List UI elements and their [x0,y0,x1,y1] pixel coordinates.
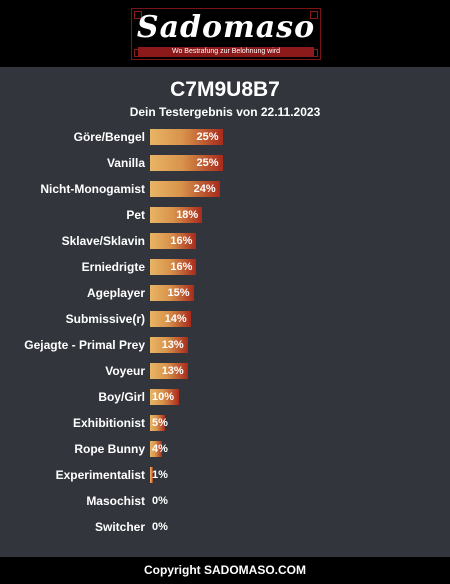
chart-value-label: 24% [193,183,216,195]
chart-bar [150,363,188,379]
site-header: Sadomaso Wo Bestrafung zur Belohnung wir… [0,0,450,67]
chart-row: Pet 18% [0,205,450,225]
chart-category-label: Nicht-Monogamist [40,182,145,196]
chart-bar [150,233,197,249]
chart-category-label: Ageplayer [86,286,145,300]
chart-value-label: 25% [196,131,219,143]
chart-row: Göre/Bengel 25% [0,127,450,147]
chart-bar [150,337,188,353]
chart-bar [150,415,165,431]
chart-category-label: Submissive(r) [65,312,145,326]
chart-row: Sklave/Sklavin 16% [0,231,450,251]
chart-row: Rope Bunny 4% [0,439,450,459]
chart-value-label: 16% [170,261,193,273]
chart-category-label: Experimentalist [55,468,145,482]
chart-value-label: 14% [164,313,187,325]
result-subtitle: Dein Testergebnis von 22.11.2023 [129,105,321,119]
chart-value-label: 25% [196,157,219,169]
chart-value-label: 10% [152,391,175,403]
chart-row: Boy/Girl 10% [0,387,450,407]
chart-bar [150,207,203,223]
chart-row: Masochist 0% [0,491,450,511]
chart-category-label: Exhibitionist [73,416,145,430]
chart-bar [150,441,162,457]
logo-corner-ornament [310,11,318,19]
chart-row: Ageplayer 15% [0,283,450,303]
chart-category-label: Pet [126,208,145,222]
chart-value-label: 0% [152,521,168,533]
chart-row: Switcher 0% [0,517,450,537]
chart-value-label: 16% [170,235,193,247]
chart-bar [150,155,223,171]
chart-row: Submissive(r) 14% [0,309,450,329]
chart-category-label: Erniedrigte [81,260,145,274]
chart-category-label: Switcher [94,520,145,534]
chart-row: Experimentalist 1% [0,465,450,485]
site-logo[interactable]: Sadomaso Wo Bestrafung zur Belohnung wir… [131,8,321,60]
chart-category-label: Göre/Bengel [73,130,145,144]
chart-category-label: Voyeur [105,364,145,378]
chart-bar [150,389,179,405]
chart-value-label: 13% [161,339,184,351]
chart-category-label: Gejagte - Primal Prey [24,338,145,352]
result-panel: C7M9U8B7 Dein Testergebnis von 22.11.202… [0,67,450,557]
chart-row: Nicht-Monogamist 24% [0,179,450,199]
chart-bar [150,311,191,327]
logo-text: Sadomaso [136,10,316,45]
chart-row: Erniedrigte 16% [0,257,450,277]
chart-bar [150,285,194,301]
chart-row: Exhibitionist 5% [0,413,450,433]
chart-bar [150,467,153,483]
chart-value-label: 5% [152,417,168,429]
chart-value-label: 18% [176,209,199,221]
chart-value-label: 13% [161,365,184,377]
chart-category-label: Vanilla [106,156,145,170]
chart-bar [150,259,197,275]
chart-category-label: Rope Bunny [74,442,145,456]
chart-bar [150,181,220,197]
chart-category-label: Boy/Girl [98,390,145,404]
result-code: C7M9U8B7 [170,78,280,101]
logo-corner-ornament [134,11,142,19]
chart-category-label: Sklave/Sklavin [61,234,145,248]
chart-value-label: 1% [152,469,168,481]
logo-tagline: Wo Bestrafung zur Belohnung wird [138,47,314,57]
chart-value-label: 15% [167,287,190,299]
chart-category-label: Masochist [86,494,145,508]
chart-value-label: 0% [152,495,168,507]
footer-copyright: Copyright SADOMASO.COM [0,557,450,584]
chart-row: Voyeur 13% [0,361,450,381]
chart-bar [150,129,223,145]
chart-row: Vanilla 25% [0,153,450,173]
chart-value-label: 4% [152,443,168,455]
chart-row: Gejagte - Primal Prey 13% [0,335,450,355]
